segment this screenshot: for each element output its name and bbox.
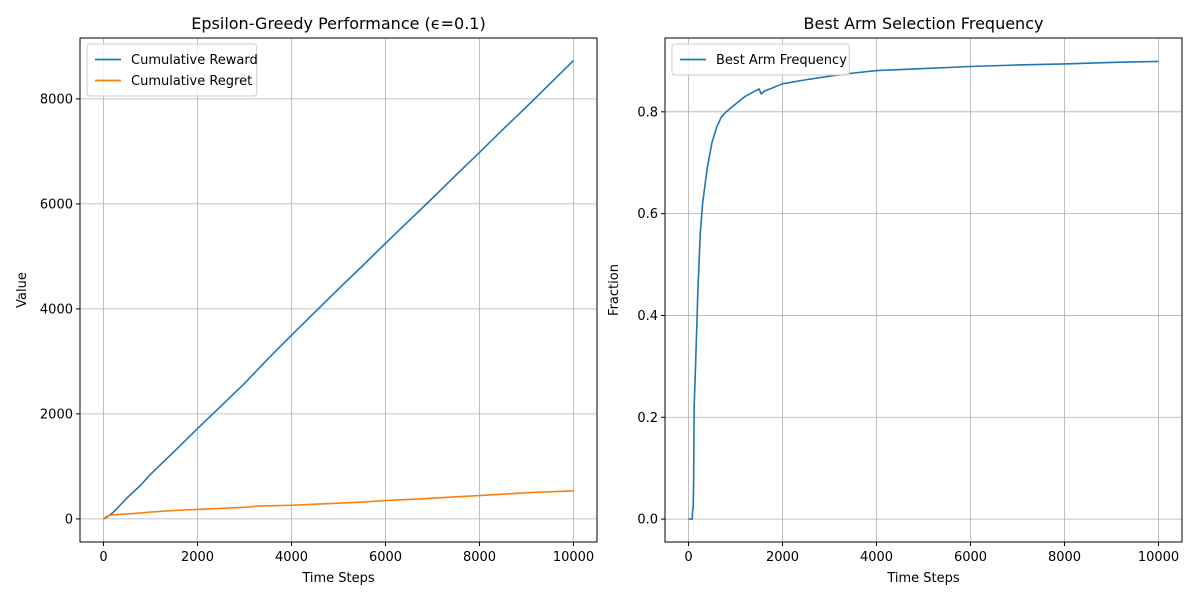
chart-0-xtick-label: 2000: [181, 550, 214, 565]
chart-0-axes-frame: [79, 37, 598, 543]
chart-1-ytick-label: 0.0: [637, 513, 658, 528]
chart-0-ylabel: Value: [15, 272, 30, 308]
chart-1-xtick-label: 2000: [766, 550, 799, 565]
chart-epsilon-greedy-performance: 0 2000 4000 6000 8000 1000002000400060008000 …: [15, 14, 598, 586]
chart-0-ytick-label: 8000: [40, 92, 73, 107]
chart-0-ytick-label: 2000: [40, 407, 73, 422]
chart-1-axes-frame: [664, 37, 1183, 543]
chart-1-legend-label: Best Arm Frequency: [716, 53, 847, 68]
chart-0-xtick-label: 8000: [463, 550, 496, 565]
chart-1-series-line-best-arm-frequency: [688, 60, 1159, 520]
chart-0-legend: Cumulative Reward Cumulative Regret: [86, 43, 258, 97]
chart-0-ytick-label: 4000: [40, 302, 73, 317]
chart-0-ytick-label: 6000: [40, 197, 73, 212]
chart-best-arm-selection-frequency: 0 2000 4000 6000 8000 10000 0.0 0.2 0.4 0.6 0.8 Be…: [607, 14, 1183, 586]
chart-0-xtick-label: 6000: [369, 550, 402, 565]
chart-1-xtick-label: 0: [684, 550, 692, 565]
chart-1-series: [688, 60, 1159, 520]
chart-1-ytick-label: 0.2: [637, 411, 658, 426]
chart-0-xtick-label: 4000: [275, 550, 308, 565]
chart-1-ytick-label: 0.4: [637, 309, 658, 324]
chart-1-xtick-label: 4000: [860, 550, 893, 565]
chart-0-xtick-label: 0: [99, 550, 107, 565]
chart-0-series-line-cumulative-reward: [103, 59, 575, 520]
chart-0-title: Epsilon-Greedy Performance (ϵ=0.1): [191, 14, 485, 33]
chart-0-ticks: 0 2000 4000 6000 8000 10000 0 2000 4000 6000 8000: [40, 92, 594, 565]
chart-1-ytick-label: 0.6: [637, 207, 658, 222]
chart-1-legend: Best Arm Frequency: [671, 43, 850, 76]
chart-0-xtick-label: 10000: [553, 550, 594, 565]
chart-1-ticks: 0 2000 4000 6000 8000 10000 0.0 0.2 0.4 0.6 0.8: [637, 105, 1179, 565]
chart-1-ytick-label: 0.8: [637, 105, 658, 120]
chart-1-xtick-label: 6000: [954, 550, 987, 565]
chart-0-legend-box: [86, 43, 258, 97]
chart-0-series: [102, 59, 575, 520]
chart-0-xlabel: Time Steps: [301, 571, 375, 586]
chart-0-ytick-label: 0: [65, 512, 73, 527]
chart-1-xtick-label: 10000: [1138, 550, 1179, 565]
chart-1-ylabel: Fraction: [607, 264, 622, 316]
chart-0-legend-label: Cumulative Reward: [131, 53, 258, 68]
chart-0-series-line-cumulative-regret: [102, 490, 574, 520]
chart-1-title: Best Arm Selection Frequency: [804, 14, 1044, 33]
chart-1-xtick-label: 8000: [1048, 550, 1081, 565]
chart-1-xlabel: Time Steps: [886, 571, 960, 586]
chart-0-legend-label: Cumulative Regret: [131, 74, 252, 89]
chart-0-grid: [80, 38, 597, 542]
chart-1-grid: [665, 38, 1182, 542]
chart-1-legend-box: [671, 43, 850, 76]
